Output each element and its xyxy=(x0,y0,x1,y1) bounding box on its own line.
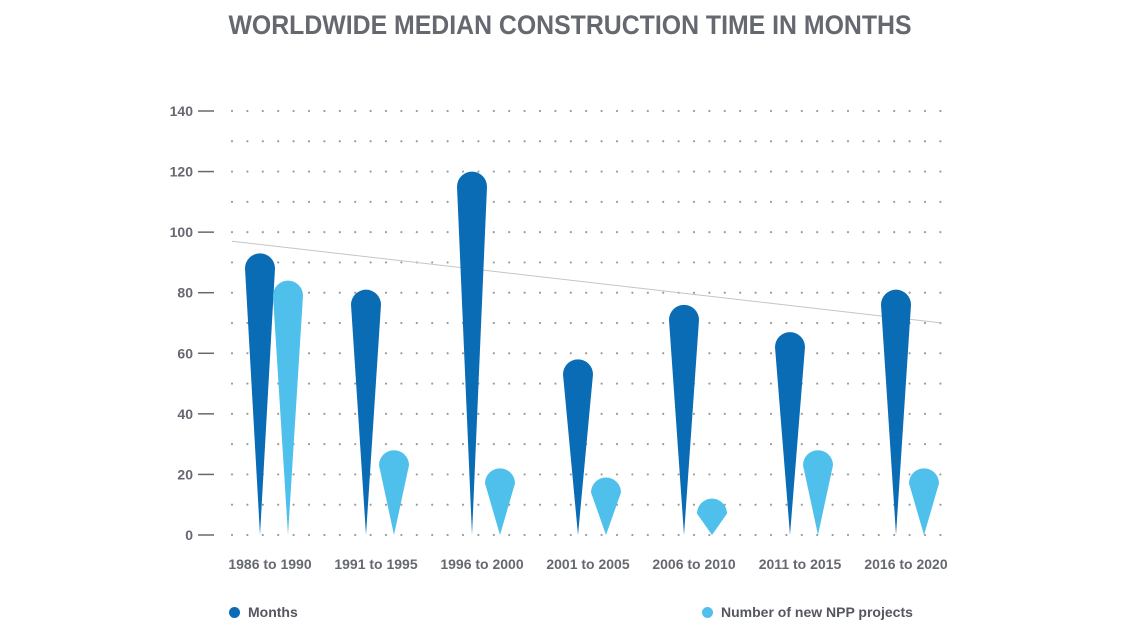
legend-label-months: Months xyxy=(248,604,298,620)
x-tick-label: 1996 to 2000 xyxy=(440,556,523,572)
legend-marker-months xyxy=(229,606,240,618)
bar-months xyxy=(881,289,911,535)
y-tick-label: 140 xyxy=(170,103,194,119)
x-tick-label: 2001 to 2005 xyxy=(546,556,629,572)
y-axis: 0 20 40 60 80 100 120 140 xyxy=(170,103,214,543)
bar-months xyxy=(245,253,275,535)
bar-npp-projects xyxy=(697,498,727,535)
y-tick-label: 100 xyxy=(170,224,194,240)
bar-npp-projects xyxy=(591,477,621,535)
bars xyxy=(245,171,939,535)
bar-months xyxy=(351,289,381,535)
bar-npp-projects xyxy=(909,468,939,535)
y-tick-label: 20 xyxy=(177,466,193,482)
bar-months xyxy=(775,332,805,535)
legend-label-npp: Number of new NPP projects xyxy=(721,604,913,620)
y-tick-label: 40 xyxy=(177,406,193,422)
legend-marker-npp xyxy=(702,606,713,618)
y-tick-label: 60 xyxy=(177,345,193,361)
y-tick-label: 0 xyxy=(185,527,193,543)
bar-months xyxy=(457,171,487,535)
legend-item-npp: Number of new NPP projects xyxy=(702,604,913,620)
x-tick-label: 2016 to 2020 xyxy=(864,556,947,572)
bar-npp-projects xyxy=(273,280,303,535)
x-tick-label: 2006 to 2010 xyxy=(652,556,735,572)
chart: 0 20 40 60 80 100 120 140 1986 to 1990 1991 to 1… xyxy=(170,103,948,572)
bar-npp-projects xyxy=(803,450,833,535)
trend-line xyxy=(231,240,943,324)
bar-months xyxy=(669,304,699,535)
y-tick-label: 80 xyxy=(177,285,193,301)
x-tick-label: 1991 to 1995 xyxy=(334,556,417,572)
x-tick-label: 1986 to 1990 xyxy=(228,556,311,572)
bar-npp-projects xyxy=(379,450,409,535)
y-tick-label: 120 xyxy=(170,164,194,180)
chart-title: WORLDWIDE MEDIAN CONSTRUCTION TIME IN MO… xyxy=(228,10,912,40)
legend-item-months: Months xyxy=(229,604,298,620)
x-axis: 1986 to 1990 1991 to 1995 1996 to 2000 2001… xyxy=(228,556,947,572)
x-tick-label: 2011 to 2015 xyxy=(759,556,842,572)
bar-npp-projects xyxy=(485,468,515,535)
grid xyxy=(230,109,944,537)
bar-months xyxy=(563,359,593,535)
